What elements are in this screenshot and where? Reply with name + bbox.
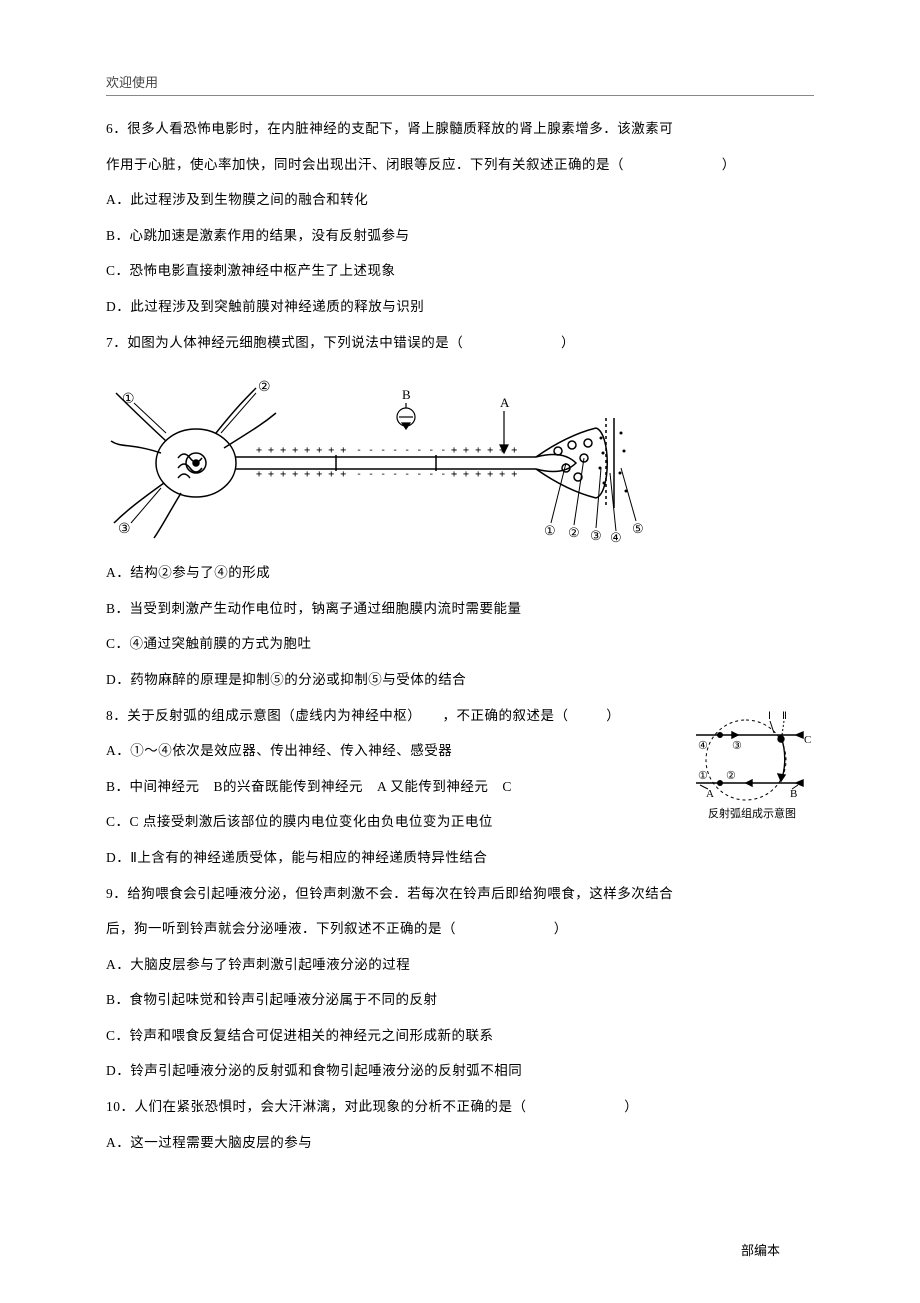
svg-text:+ + + + + + + +: + + + + + + + + [256,469,346,480]
q10-stem-close: ） [624,1099,638,1114]
fig1-label-r5: ⑤ [632,521,644,536]
q9-stem-line2-text: 后，狗一听到铃声就会分泌唾液．下列叙述不正确的是（ [106,921,456,936]
page: 欢迎使用 6．很多人看恐怖电影时，在内脏神经的支配下，肾上腺髓质释放的肾上腺素增… [0,0,920,1303]
q7-stem-text: 7．如图为人体神经元细胞模式图，下列说法中错误的是（ [106,335,463,350]
fig2-label-a: A [706,788,714,800]
q7-stem-close: ） [561,335,575,350]
svg-text:+ + + + + + + +: + + + + + + + + [256,445,346,456]
q9-option-d: D．铃声引起唾液分泌的反射弧和食物引起唾液分泌的反射弧不相同 [106,1060,814,1082]
fig2-label-2: ② [726,770,736,782]
fig2-caption: 反射弧组成示意图 [708,806,796,820]
q9-stem-line1: 9．给狗喂食会引起唾液分泌，但铃声刺激不会．若每次在铃声后即给狗喂食，这样多次结… [106,883,814,905]
q6-stem-line1: 6．很多人看恐怖电影时，在内脏神经的支配下，肾上腺髓质释放的肾上腺素增多．该激素… [106,118,814,140]
neuron-figure: + + + + + + + + + + + + + + + + - - - - … [106,373,646,543]
q9-option-c: C．铃声和喂食反复结合可促进相关的神经元之间形成新的联系 [106,1025,814,1047]
reflex-arc-figure: Ⅰ Ⅱ ④ ③ ① ② A B C 反射弧组成示意图 [686,705,814,825]
fig2-label-1: ① [698,770,708,782]
q7-option-b: B．当受到刺激产生动作电位时，钠离子通过细胞膜内流时需要能量 [106,598,814,620]
fig1-label-b: B [402,387,411,402]
q7-option-d: D．药物麻醉的原理是抑制⑤的分泌或抑制⑤与受体的结合 [106,669,814,691]
fig1-label-r2: ② [568,525,580,540]
q8-option-d: D．Ⅱ上含有的神经递质受体，能与相应的神经递质特异性结合 [106,847,814,869]
q10-stem-text: 10．人们在紧张恐惧时，会大汗淋漓，对此现象的分析不正确的是（ [106,1099,527,1114]
q8-stem-text: 8．关于反射弧的组成示意图（虚线内为神经中枢） ，不正确的叙述是（ [106,708,569,723]
q7-stem: 7．如图为人体神经元细胞模式图，下列说法中错误的是（ ） [106,332,814,354]
fig2-label-ii: Ⅱ [782,711,787,722]
q9-option-b: B．食物引起味觉和铃声引起唾液分泌属于不同的反射 [106,989,814,1011]
fig1-label-r3: ③ [590,528,602,543]
q6-option-a: A．此过程涉及到生物膜之间的融合和转化 [106,189,814,211]
fig1-label-1: ① [122,392,135,407]
svg-text:+ + + + + +: + + + + + + [451,469,517,480]
fig1-label-2: ② [258,380,271,395]
q9-option-a: A．大脑皮层参与了铃声刺激引起唾液分泌的过程 [106,954,814,976]
fig1-label-a: A [500,395,510,410]
fig1-label-r4: ④ [610,530,622,543]
q9-stem-line2-close: ） [554,921,568,936]
page-footer: 部编本 [741,1240,780,1259]
q10-stem: 10．人们在紧张恐惧时，会大汗淋漓，对此现象的分析不正确的是（ ） [106,1096,814,1118]
header-rule [106,95,814,96]
fig1-label-3: ③ [118,522,131,537]
q8-stem-close: ） [606,708,620,723]
svg-text:- - - - - - - - -: - - - - - - - - - [356,445,458,456]
q7-option-c: C．④通过突触前膜的方式为胞吐 [106,633,814,655]
fig2-label-c: C [804,734,811,746]
page-header: 欢迎使用 [106,72,814,91]
q6-stem-line2-text: 作用于心脏，使心率加快，同时会出现出汗、闭眼等反应．下列有关叙述正确的是（ [106,157,624,172]
q6-stem-line2: 作用于心脏，使心率加快，同时会出现出汗、闭眼等反应．下列有关叙述正确的是（ ） [106,154,814,176]
q6-option-d: D．此过程涉及到突触前膜对神经递质的释放与识别 [106,296,814,318]
fig1-label-r1: ① [544,523,556,538]
fig2-label-3: ③ [732,740,742,752]
q6-option-b: B．心跳加速是激素作用的结果，没有反射弧参与 [106,225,814,247]
q9-stem-line2: 后，狗一听到铃声就会分泌唾液．下列叙述不正确的是（ ） [106,918,814,940]
q6-option-c: C．恐怖电影直接刺激神经中枢产生了上述现象 [106,260,814,282]
q6-stem-line2-close: ） [722,157,736,172]
q10-option-a: A．这一过程需要大脑皮层的参与 [106,1132,814,1154]
fig2-label-b: B [790,788,797,800]
fig2-label-4: ④ [698,740,708,752]
fig2-label-i: Ⅰ [768,711,771,722]
svg-text:- - - - - - - - -: - - - - - - - - - [356,469,458,480]
q7-option-a: A．结构②参与了④的形成 [106,562,814,584]
